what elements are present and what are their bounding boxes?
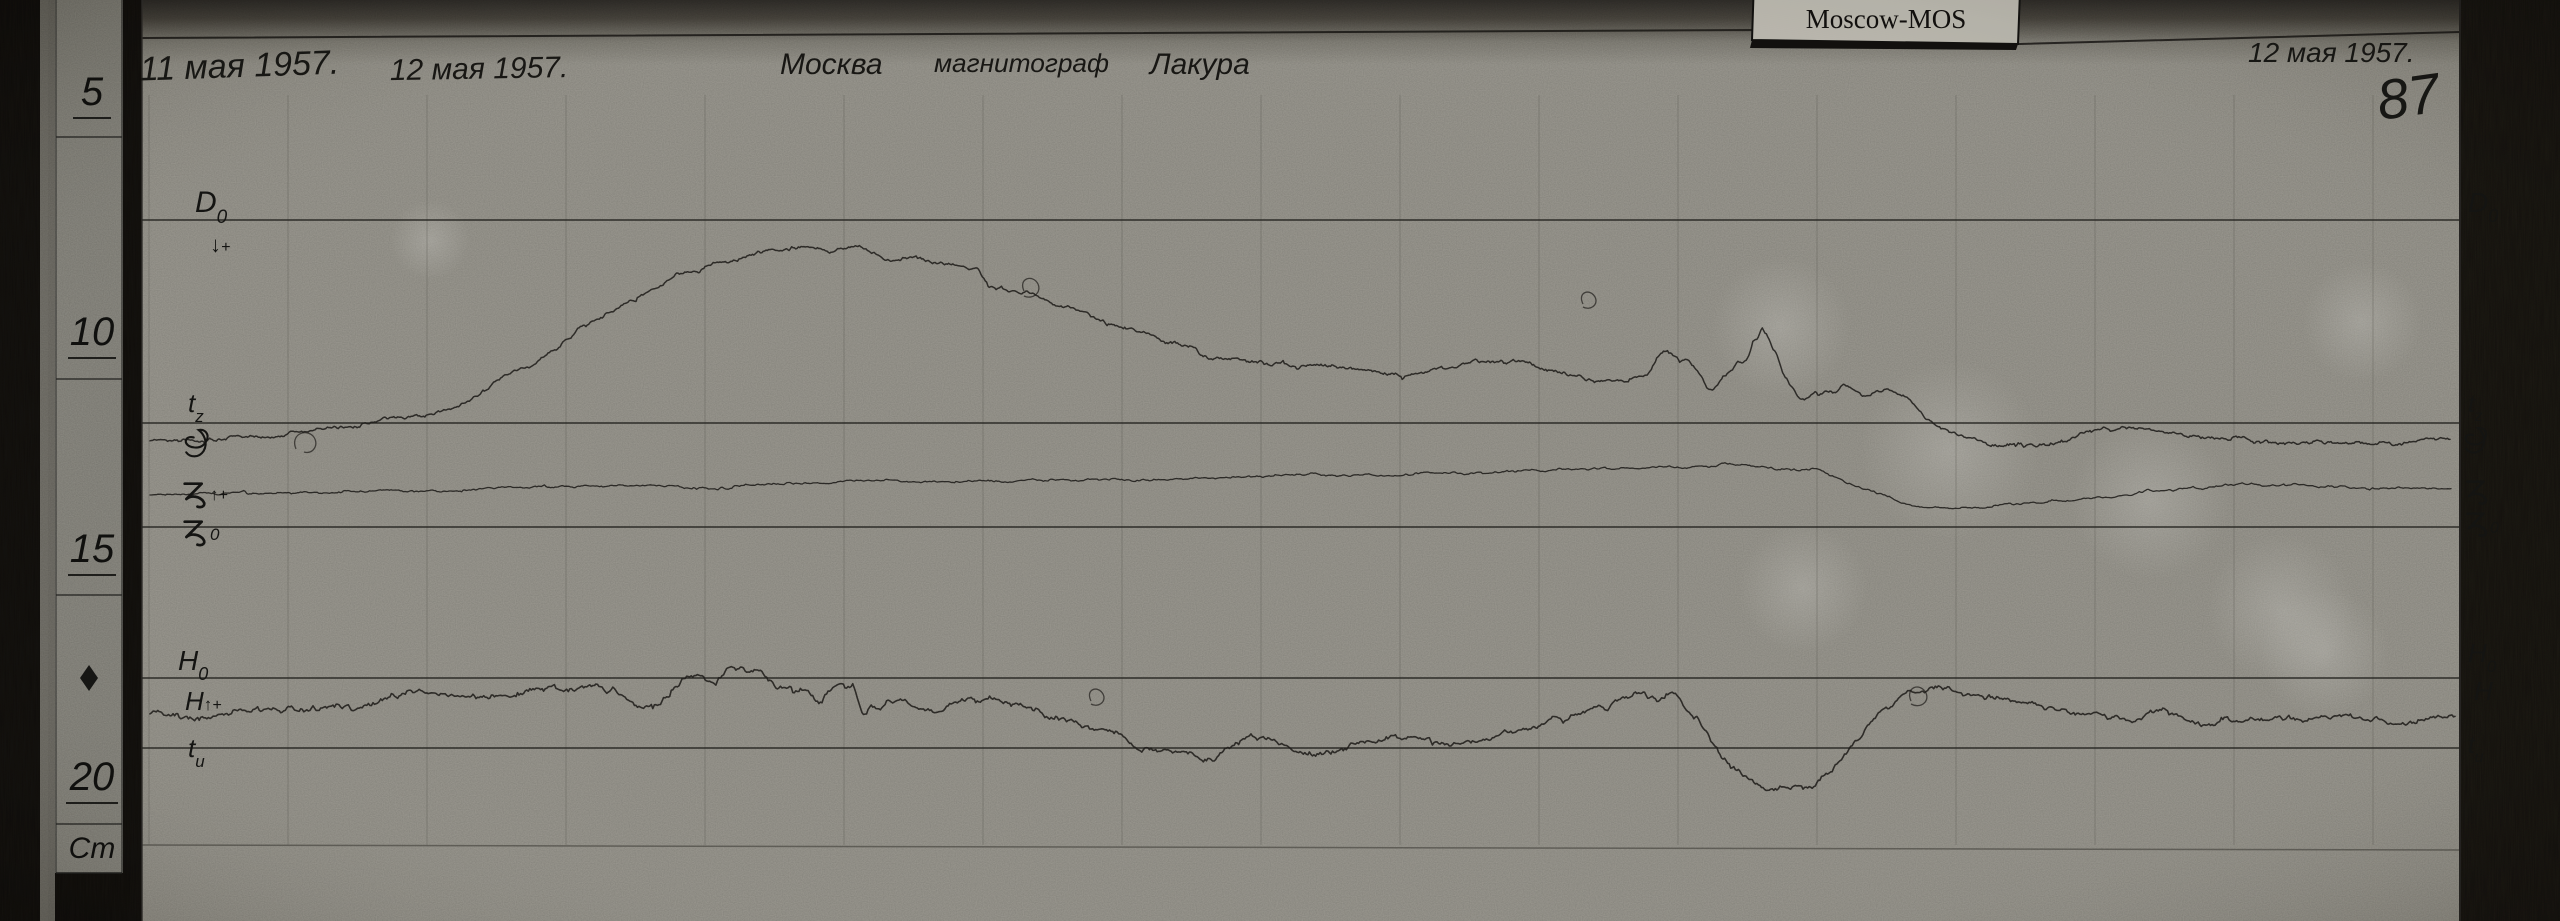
svg-text:D0: D0	[195, 186, 228, 228]
svg-text:tz: tz	[2468, 391, 2483, 425]
svg-text:0: 0	[2490, 520, 2499, 537]
svg-text:D0: D0	[2468, 187, 2498, 226]
svg-text:H0: H0	[2468, 638, 2497, 676]
svg-text:↓+: ↓+	[210, 232, 230, 257]
svg-text:tu: tu	[188, 733, 205, 771]
svg-text:H↑+: H↑+	[185, 686, 222, 716]
svg-text:↑+: ↑+	[210, 485, 228, 504]
svg-text:H: H	[2474, 676, 2493, 706]
svg-text:H0: H0	[178, 645, 208, 684]
svg-text:tu: tu	[2468, 732, 2484, 766]
svg-text:0: 0	[210, 525, 220, 544]
svg-text:tz: tz	[188, 388, 204, 426]
